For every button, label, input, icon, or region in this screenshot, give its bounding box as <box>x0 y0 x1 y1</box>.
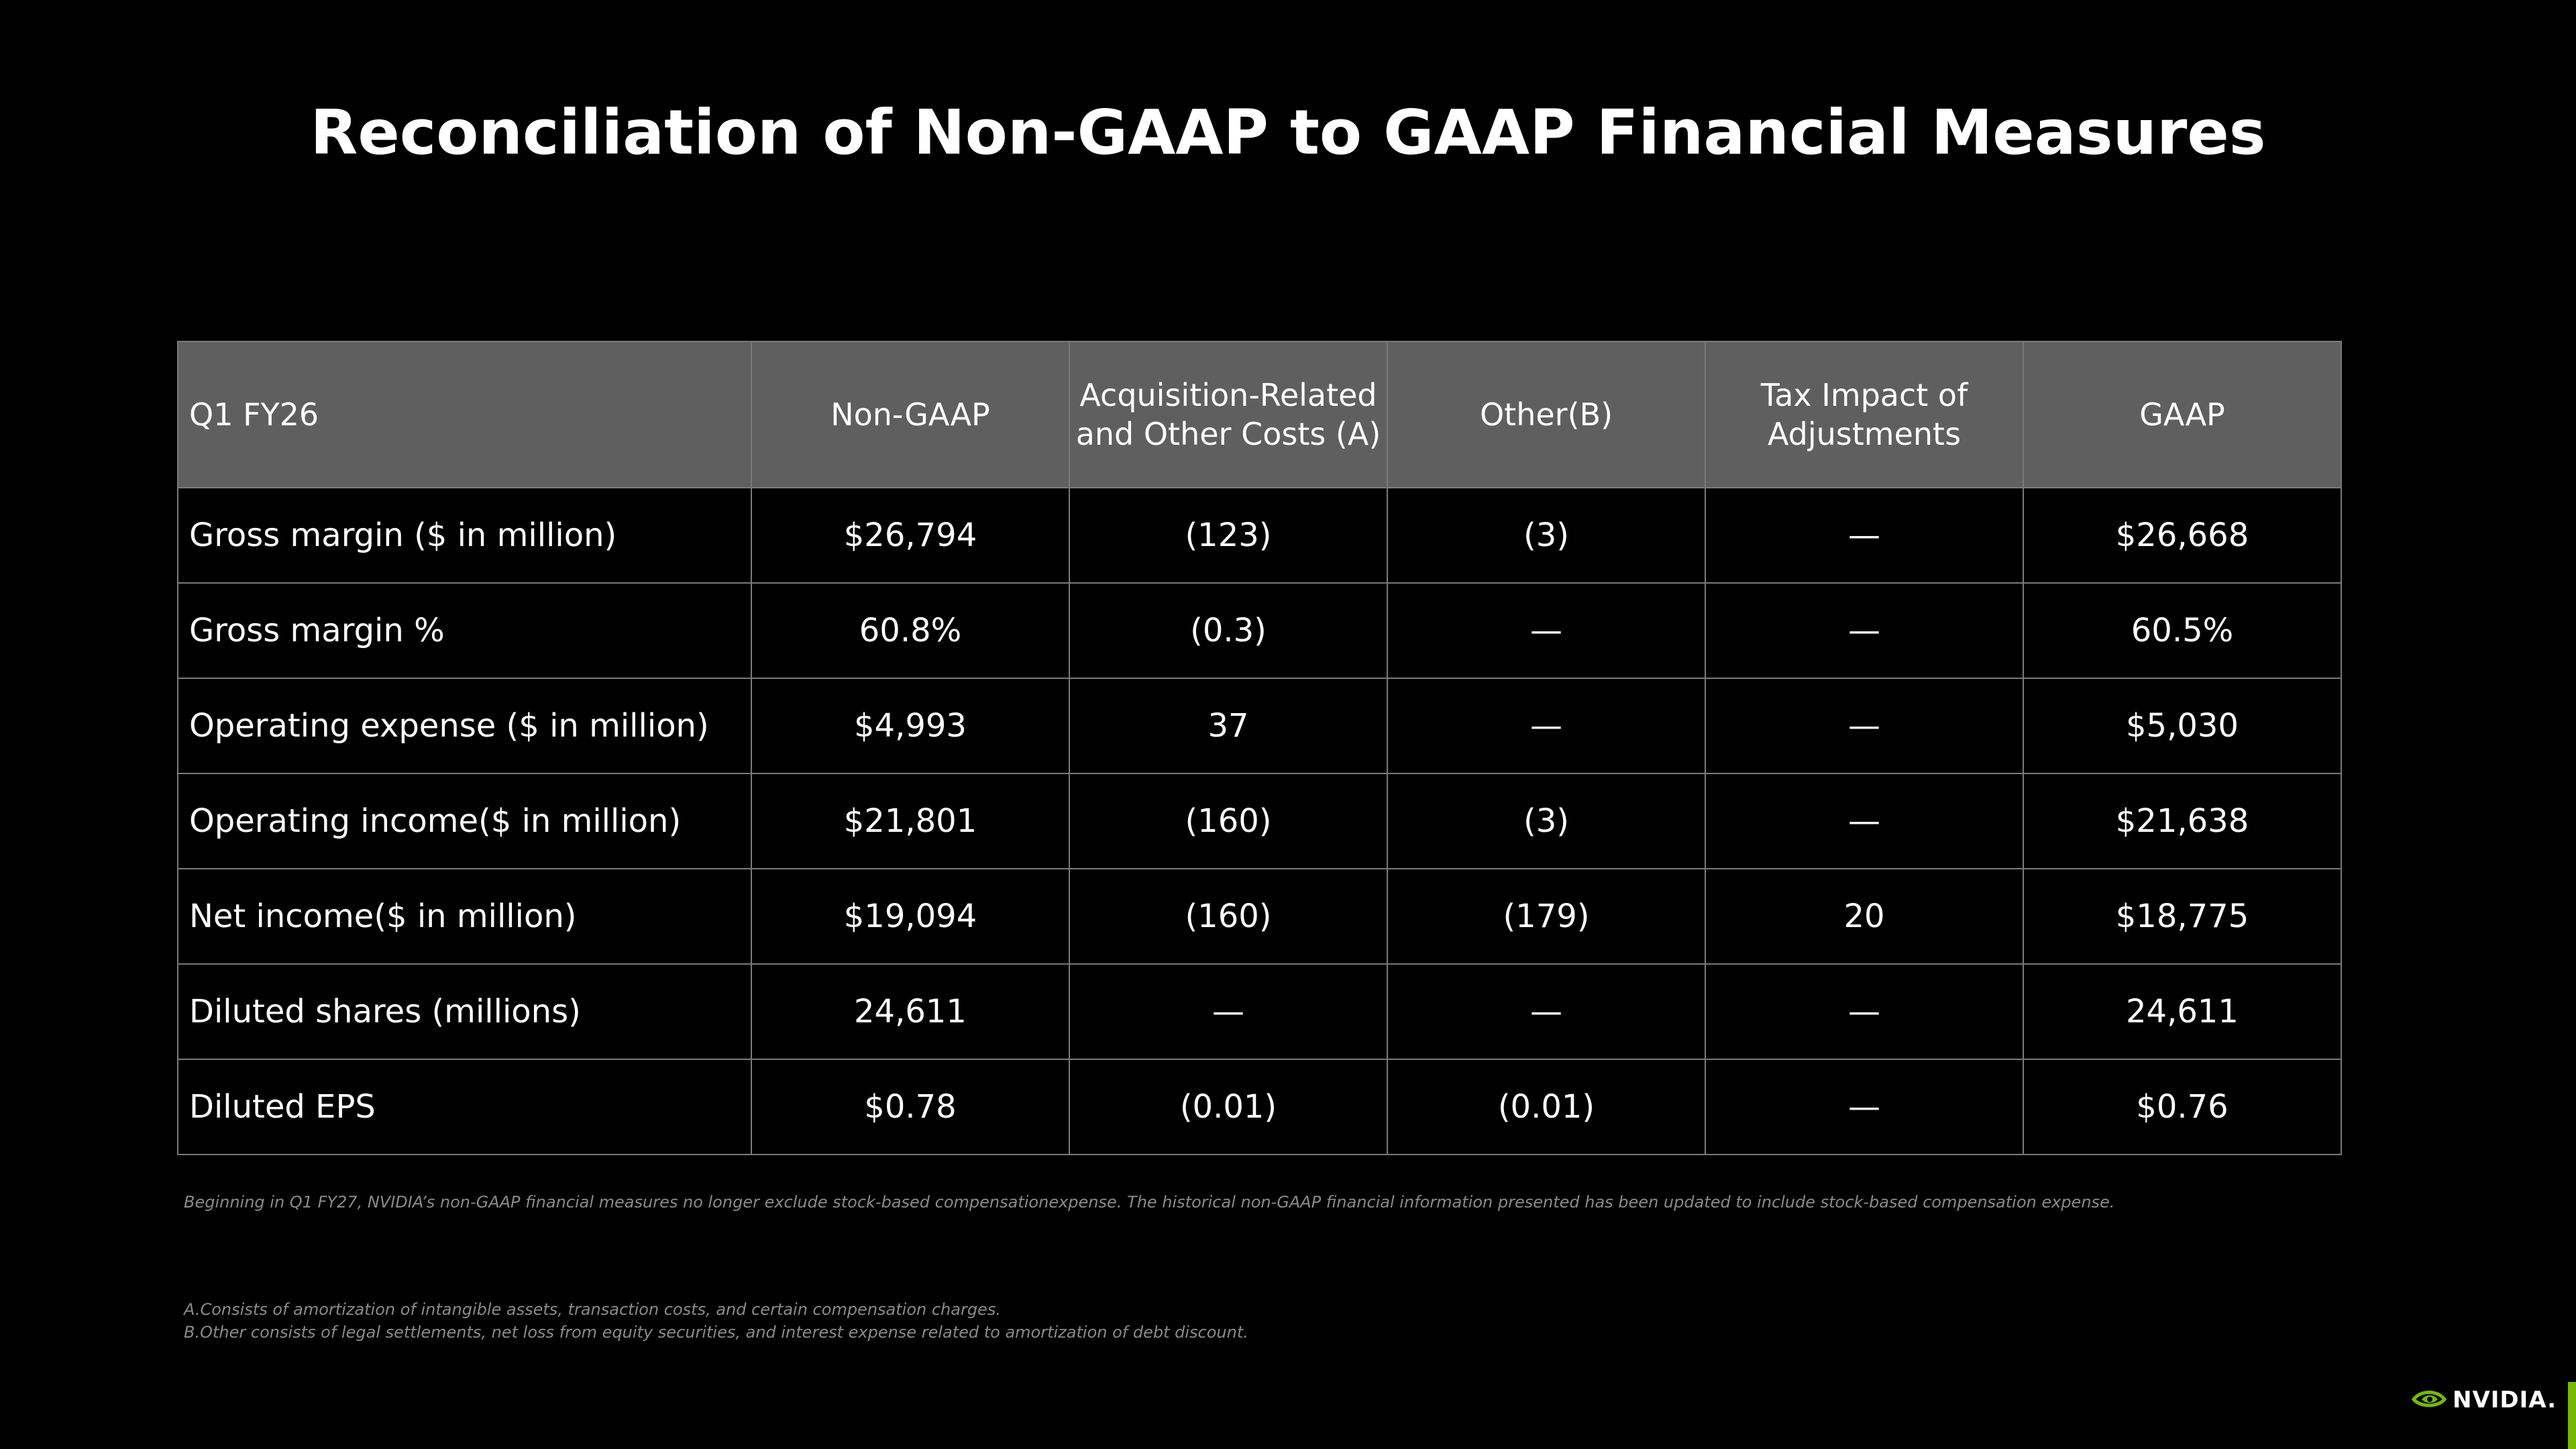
row-label: Diluted shares (millions) <box>177 963 752 1060</box>
header-period: Q1 FY26 <box>177 341 752 488</box>
cell-tax-impact: — <box>1705 1059 2024 1155</box>
cell-other: — <box>1387 963 1706 1060</box>
slide-title: Reconciliation of Non-GAAP to GAAP Finan… <box>310 97 2266 168</box>
cell-acquisition-costs: (0.3) <box>1069 582 1388 679</box>
cell-gaap: $21,638 <box>2023 773 2342 869</box>
table-header: Q1 FY26 Non-GAAP Acquisition-Related and… <box>177 341 2342 488</box>
cell-other: (3) <box>1387 773 1706 869</box>
table-row: Diluted shares (millions) 24,611 — — — 2… <box>177 963 2342 1060</box>
cell-other: (179) <box>1387 868 1706 965</box>
cell-tax-impact: — <box>1705 963 2024 1060</box>
cell-gaap: 60.5% <box>2023 582 2342 679</box>
table-body: Gross margin ($ in million) $26,794 (123… <box>177 487 2342 1155</box>
cell-non-gaap: $4,993 <box>751 678 1070 774</box>
cell-acquisition-costs: (160) <box>1069 868 1388 965</box>
row-label: Operating expense ($ in million) <box>177 678 752 774</box>
cell-tax-impact: 20 <box>1705 868 2024 965</box>
footnotes: A.Consists of amortization of intangible… <box>184 1298 1248 1344</box>
cell-acquisition-costs: (160) <box>1069 773 1388 869</box>
nvidia-logo: NVIDIA. <box>2411 1386 2557 1414</box>
table-row: Operating expense ($ in million) $4,993 … <box>177 678 2342 774</box>
header-gaap: GAAP <box>2023 341 2342 488</box>
reconciliation-table-container: Q1 FY26 Non-GAAP Acquisition-Related and… <box>177 341 2342 1155</box>
cell-other: (3) <box>1387 487 1706 584</box>
nvidia-eye-icon <box>2411 1386 2447 1414</box>
table-row: Gross margin % 60.8% (0.3) — — 60.5% <box>177 582 2342 679</box>
cell-non-gaap: $0.78 <box>751 1059 1070 1155</box>
row-label: Net income($ in million) <box>177 868 752 965</box>
reconciliation-table: Q1 FY26 Non-GAAP Acquisition-Related and… <box>177 341 2342 1155</box>
cell-non-gaap: 60.8% <box>751 582 1070 679</box>
accent-bar <box>2568 1382 2576 1449</box>
table-row: Diluted EPS $0.78 (0.01) (0.01) — $0.76 <box>177 1059 2342 1155</box>
table-row: Net income($ in million) $19,094 (160) (… <box>177 868 2342 965</box>
header-tax-impact: Tax Impact of Adjustments <box>1705 341 2024 488</box>
cell-tax-impact: — <box>1705 582 2024 679</box>
cell-other: — <box>1387 582 1706 679</box>
row-label: Operating income($ in million) <box>177 773 752 869</box>
row-label: Gross margin ($ in million) <box>177 487 752 584</box>
nvidia-wordmark: NVIDIA. <box>2453 1387 2557 1413</box>
cell-non-gaap: 24,611 <box>751 963 1070 1060</box>
cell-gaap: $5,030 <box>2023 678 2342 774</box>
cell-tax-impact: — <box>1705 487 2024 584</box>
cell-gaap: $26,668 <box>2023 487 2342 584</box>
disclaimer-note: Beginning in Q1 FY27, NVIDIA’s non-GAAP … <box>184 1193 2115 1212</box>
header-other: Other(B) <box>1387 341 1706 488</box>
cell-other: (0.01) <box>1387 1059 1706 1155</box>
cell-gaap: 24,611 <box>2023 963 2342 1060</box>
row-label: Gross margin % <box>177 582 752 679</box>
table-row: Gross margin ($ in million) $26,794 (123… <box>177 487 2342 584</box>
footnote-a: A.Consists of amortization of intangible… <box>184 1300 1001 1319</box>
cell-tax-impact: — <box>1705 678 2024 774</box>
header-acquisition-costs: Acquisition-Related and Other Costs (A) <box>1069 341 1388 488</box>
cell-acquisition-costs: (123) <box>1069 487 1388 584</box>
header-non-gaap: Non-GAAP <box>751 341 1070 488</box>
cell-acquisition-costs: 37 <box>1069 678 1388 774</box>
cell-tax-impact: — <box>1705 773 2024 869</box>
footnote-b: B.Other consists of legal settlements, n… <box>184 1323 1248 1342</box>
cell-non-gaap: $19,094 <box>751 868 1070 965</box>
table-row: Operating income($ in million) $21,801 (… <box>177 773 2342 869</box>
row-label: Diluted EPS <box>177 1059 752 1155</box>
cell-gaap: $18,775 <box>2023 868 2342 965</box>
cell-non-gaap: $26,794 <box>751 487 1070 584</box>
cell-other: — <box>1387 678 1706 774</box>
cell-gaap: $0.76 <box>2023 1059 2342 1155</box>
cell-acquisition-costs: (0.01) <box>1069 1059 1388 1155</box>
cell-acquisition-costs: — <box>1069 963 1388 1060</box>
header-row: Q1 FY26 Non-GAAP Acquisition-Related and… <box>177 341 2342 488</box>
cell-non-gaap: $21,801 <box>751 773 1070 869</box>
